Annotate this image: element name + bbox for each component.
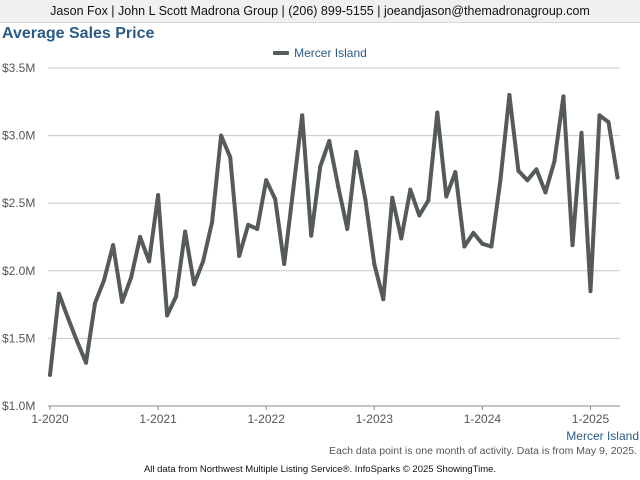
data-point [75, 339, 80, 344]
series-line [48, 93, 620, 377]
data-point [471, 230, 476, 235]
data-point [345, 226, 350, 231]
data-point [273, 197, 278, 202]
contact-header-bar: Jason Fox | John L Scott Madrona Group |… [0, 0, 640, 23]
data-point [444, 194, 449, 199]
y-axis-tick-labels: $1.0M $1.5M $2.0M $2.5M $3.0M $3.5M [2, 61, 35, 413]
legend-swatch [273, 51, 290, 55]
data-point [408, 187, 413, 192]
data-point [453, 170, 458, 175]
data-point [228, 155, 233, 160]
data-point [111, 243, 116, 248]
contact-line: Jason Fox | John L Scott Madrona Group |… [50, 4, 590, 18]
x-tick-label: 1-2023 [356, 412, 394, 426]
data-point [579, 130, 584, 135]
data-point [570, 243, 575, 248]
legend-label: Mercer Island [294, 46, 367, 60]
data-point [318, 164, 323, 169]
chart-title: Average Sales Price [2, 25, 155, 42]
source-footer: All data from Northwest Multiple Listing… [143, 464, 497, 475]
data-point [399, 236, 404, 241]
series-layer [48, 93, 620, 377]
data-point [255, 226, 260, 231]
data-point [507, 93, 512, 98]
data-point [327, 139, 332, 144]
data-point [426, 198, 431, 203]
x-tick-label: 1-2024 [464, 412, 502, 426]
data-point [336, 184, 341, 189]
data-point [84, 360, 89, 365]
y-tick-label: $1.5M [2, 331, 35, 345]
y-tick-label: $3.5M [2, 61, 35, 75]
data-point [129, 275, 134, 280]
data-point [201, 259, 206, 264]
data-point [165, 313, 170, 318]
data-point [417, 213, 422, 218]
data-footnote: Each data point is one month of activity… [329, 445, 637, 457]
x-axis-tick-labels: 1-2020 1-2021 1-2022 1-2023 1-2024 1-2025 [31, 412, 609, 426]
y-tick-label: $2.0M [2, 264, 35, 278]
data-point [381, 297, 386, 302]
data-point [183, 229, 188, 234]
data-point [390, 195, 395, 200]
data-point [435, 110, 440, 115]
data-point [462, 244, 467, 249]
data-point [282, 262, 287, 267]
data-point [264, 178, 269, 183]
data-point [588, 289, 593, 294]
data-point [246, 222, 251, 227]
data-point [372, 262, 377, 267]
data-point [516, 168, 521, 173]
data-point [192, 282, 197, 287]
y-tick-label: $1.0M [2, 399, 35, 413]
x-tick-label: 1-2022 [248, 412, 286, 426]
data-point [57, 291, 62, 296]
data-point [363, 197, 368, 202]
data-point [174, 294, 179, 299]
data-point [147, 259, 152, 264]
line-chart: $1.0M$1.5M$2.0M$2.5M$3.0M$3.5M 1-2020 1-2… [2, 61, 639, 443]
data-point [597, 113, 602, 118]
data-point [120, 299, 125, 304]
chart-legend: Mercer Island [0, 46, 640, 60]
data-point [561, 94, 566, 99]
y-tick-label: $3.0M [2, 129, 35, 143]
data-point [237, 253, 242, 258]
data-point [93, 301, 98, 306]
data-point [480, 241, 485, 246]
data-point [66, 316, 71, 321]
data-point [156, 193, 161, 198]
data-point [552, 159, 557, 164]
data-point [138, 235, 143, 239]
data-point [606, 120, 611, 125]
data-point [498, 178, 503, 183]
y-tick-label: $2.5M [2, 196, 35, 210]
data-point [525, 178, 530, 183]
x-tick-label: 1-2025 [572, 412, 610, 426]
data-point [219, 133, 224, 138]
data-point [309, 233, 314, 238]
data-point [102, 278, 107, 283]
data-point [300, 113, 305, 118]
series-end-label: Mercer Island [566, 429, 639, 443]
data-point [489, 244, 494, 249]
data-point [210, 220, 215, 225]
data-point [543, 190, 548, 195]
grid-lines [48, 67, 620, 410]
x-tick-label: 1-2021 [139, 412, 177, 426]
data-point [354, 149, 359, 154]
data-point [534, 167, 539, 172]
data-point [291, 187, 296, 192]
data-point [615, 175, 620, 180]
data-point [48, 372, 52, 377]
x-tick-label: 1-2020 [31, 412, 69, 426]
